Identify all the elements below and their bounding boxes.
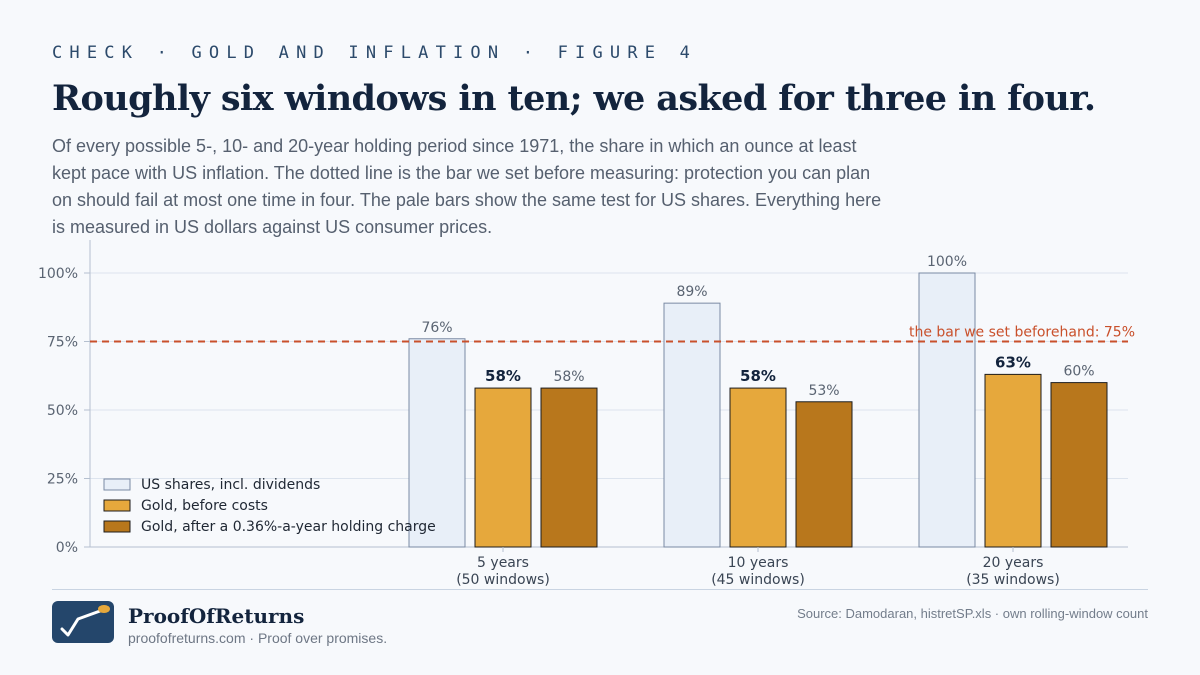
data-label: 63%	[995, 353, 1031, 371]
y-tick-label: 25%	[47, 472, 78, 488]
x-tick-label: 10 years	[728, 555, 789, 571]
data-label: 100%	[927, 254, 967, 270]
bar	[1050, 382, 1108, 548]
legend-label: US shares, incl. dividends	[141, 477, 320, 493]
legend-swatch	[103, 478, 131, 491]
bar	[795, 401, 853, 548]
bar	[918, 272, 976, 548]
x-tick-sublabel: (45 windows)	[711, 572, 805, 588]
bar	[540, 387, 598, 548]
data-label: 58%	[553, 369, 584, 385]
bar	[729, 387, 787, 548]
data-label: 58%	[740, 367, 776, 385]
reference-line-label: the bar we set beforehand: 75%	[909, 325, 1135, 341]
chart-subtitle: Of every possible 5-, 10- and 20-year ho…	[52, 136, 882, 237]
legend-label: Gold, after a 0.36%-a-year holding charg…	[141, 519, 436, 535]
y-tick-label: 75%	[47, 335, 78, 351]
x-tick-label: 20 years	[983, 555, 1044, 571]
data-label: 89%	[676, 284, 707, 300]
data-label: 60%	[1063, 364, 1094, 380]
brand-logo-icon	[52, 601, 114, 643]
y-tick-label: 100%	[38, 266, 78, 282]
x-tick-sublabel: (35 windows)	[966, 572, 1060, 588]
legend-swatch	[103, 499, 131, 512]
bar	[474, 387, 532, 548]
legend-swatch	[103, 520, 131, 533]
bar	[984, 373, 1042, 548]
chart-title: Roughly six windows in ten; we asked for…	[52, 78, 1096, 119]
figure-kicker: CHECK · GOLD AND INFLATION · FIGURE 4	[52, 43, 698, 63]
x-tick-sublabel: (50 windows)	[456, 572, 550, 588]
source-note: Source: Damodaran, histretSP.xls · own r…	[797, 606, 1148, 621]
data-label: 76%	[421, 320, 452, 336]
y-tick-label: 0%	[56, 540, 78, 556]
brand-name: ProofOfReturns	[128, 604, 305, 628]
bar	[663, 302, 721, 548]
x-tick-label: 5 years	[477, 555, 529, 571]
brand-tagline: proofofreturns.com · Proof over promises…	[128, 630, 388, 646]
bar-chart: 0% 25% 50% 75% 100% 76% 89% 100% 58% 58% 63% 58% 53%…	[38, 240, 1135, 588]
y-tick-label: 50%	[47, 403, 78, 419]
legend-label: Gold, before costs	[141, 498, 268, 514]
data-label: 58%	[485, 367, 521, 385]
data-label: 53%	[808, 383, 839, 399]
bar	[408, 338, 466, 548]
footer-divider	[52, 589, 1148, 590]
